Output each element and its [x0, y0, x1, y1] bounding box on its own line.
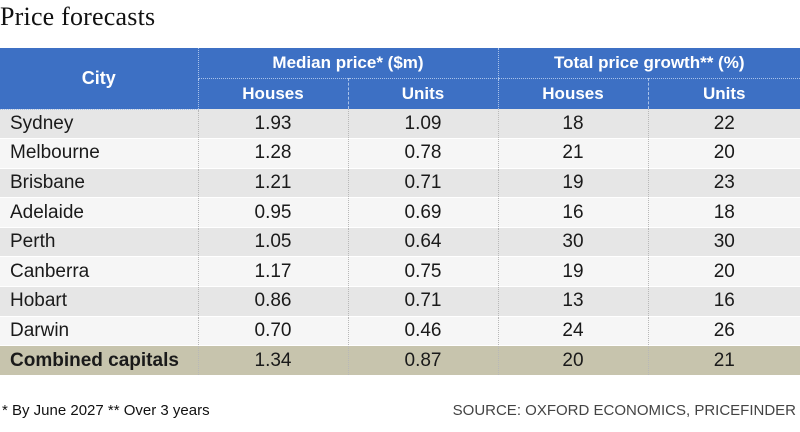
- price-growth-cell: 30: [648, 227, 800, 257]
- median-price-cell: 1.28: [198, 139, 348, 169]
- price-growth-cell: 21: [498, 139, 648, 169]
- median-price-cell: 0.95: [198, 198, 348, 228]
- city-cell: Adelaide: [0, 198, 198, 228]
- price-growth-cell: 23: [648, 168, 800, 198]
- price-growth-cell: 18: [648, 198, 800, 228]
- price-growth-cell: 16: [498, 198, 648, 228]
- median-price-cell: 0.71: [348, 168, 498, 198]
- city-cell: Canberra: [0, 257, 198, 287]
- median-price-cell: 0.46: [348, 316, 498, 346]
- source-credit: SOURCE: OXFORD ECONOMICS, PRICEFINDER: [453, 402, 796, 419]
- median-price-cell: 1.17: [198, 257, 348, 287]
- price-growth-cell: 20: [498, 346, 648, 376]
- table-row: Canberra1.170.751920: [0, 257, 800, 287]
- median-price-cell: 0.64: [348, 227, 498, 257]
- median-price-cell: 1.21: [198, 168, 348, 198]
- median-price-cell: 1.09: [348, 109, 498, 139]
- median-price-cell: 1.05: [198, 227, 348, 257]
- price-growth-cell: 24: [498, 316, 648, 346]
- price-growth-group-header: Total price growth** (%): [498, 48, 800, 79]
- median-houses-header: Houses: [198, 79, 348, 110]
- page-title: Price forecasts: [0, 2, 155, 32]
- price-growth-cell: 22: [648, 109, 800, 139]
- price-growth-cell: 30: [498, 227, 648, 257]
- table-row: Darwin0.700.462426: [0, 316, 800, 346]
- table-row: Melbourne1.280.782120: [0, 139, 800, 169]
- city-cell: Brisbane: [0, 168, 198, 198]
- median-price-cell: 0.71: [348, 287, 498, 317]
- growth-houses-header: Houses: [498, 79, 648, 110]
- city-column-header: City: [0, 48, 198, 109]
- table-row: Brisbane1.210.711923: [0, 168, 800, 198]
- price-growth-cell: 19: [498, 257, 648, 287]
- median-price-cell: 0.69: [348, 198, 498, 228]
- growth-units-header: Units: [648, 79, 800, 110]
- table-row: Combined capitals1.340.872021: [0, 346, 800, 376]
- footnote: * By June 2027 ** Over 3 years: [2, 402, 210, 419]
- city-cell: Darwin: [0, 316, 198, 346]
- price-growth-cell: 20: [648, 257, 800, 287]
- price-growth-cell: 13: [498, 287, 648, 317]
- city-cell: Hobart: [0, 287, 198, 317]
- median-units-header: Units: [348, 79, 498, 110]
- price-growth-cell: 16: [648, 287, 800, 317]
- price-growth-cell: 18: [498, 109, 648, 139]
- median-price-cell: 0.70: [198, 316, 348, 346]
- table-row: Adelaide0.950.691618: [0, 198, 800, 228]
- price-growth-cell: 21: [648, 346, 800, 376]
- table-body: Sydney1.931.091822Melbourne1.280.782120B…: [0, 109, 800, 375]
- median-price-cell: 0.86: [198, 287, 348, 317]
- table-row: Hobart0.860.711316: [0, 287, 800, 317]
- median-price-cell: 0.75: [348, 257, 498, 287]
- city-cell: Melbourne: [0, 139, 198, 169]
- median-price-group-header: Median price* ($m): [198, 48, 498, 79]
- price-growth-cell: 26: [648, 316, 800, 346]
- median-price-cell: 1.93: [198, 109, 348, 139]
- median-price-cell: 0.87: [348, 346, 498, 376]
- city-cell: Sydney: [0, 109, 198, 139]
- price-forecast-table: City Median price* ($m) Total price grow…: [0, 48, 800, 376]
- table-row: Sydney1.931.091822: [0, 109, 800, 139]
- price-growth-cell: 20: [648, 139, 800, 169]
- median-price-cell: 0.78: [348, 139, 498, 169]
- price-growth-cell: 19: [498, 168, 648, 198]
- city-cell: Combined capitals: [0, 346, 198, 376]
- table-row: Perth1.050.643030: [0, 227, 800, 257]
- median-price-cell: 1.34: [198, 346, 348, 376]
- city-cell: Perth: [0, 227, 198, 257]
